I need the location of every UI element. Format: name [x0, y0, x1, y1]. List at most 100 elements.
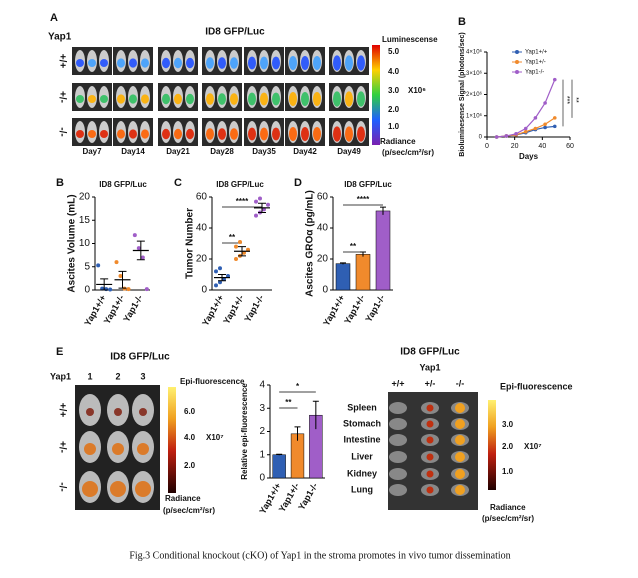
- y-tick-label: 4×10⁶: [466, 49, 483, 56]
- y-tick-label: 20: [317, 254, 329, 265]
- scale-title: Epi-fluorescence: [500, 381, 573, 391]
- organ: [389, 484, 407, 496]
- y-tick-label: 20: [196, 254, 208, 265]
- y-tick-label: 20: [79, 192, 91, 203]
- signal: [162, 57, 170, 69]
- sig-label: **: [285, 398, 292, 407]
- day-label: Day35: [252, 147, 276, 156]
- point: [96, 263, 101, 268]
- scale-tick: 2.0: [388, 105, 400, 114]
- error-bar: [136, 240, 145, 261]
- signal: [260, 92, 268, 106]
- signal: [110, 481, 126, 497]
- y-axis-label: Relative epi-fluorescence: [240, 383, 249, 480]
- y-axis-label: Ascites Volume (mL): [67, 194, 78, 292]
- signal: [206, 128, 214, 140]
- y-tick-label: 0: [322, 285, 328, 296]
- point: [514, 132, 518, 136]
- point: [552, 124, 557, 129]
- point: [552, 116, 557, 120]
- y-tick-label: 15: [79, 215, 91, 226]
- legend-label: Yap1+/+: [525, 50, 548, 56]
- radiance: Radiance: [490, 503, 526, 512]
- radiance: Radiance: [165, 494, 201, 503]
- point: [238, 239, 242, 244]
- signal: [88, 95, 96, 103]
- x-tick-label: Yap1+/+: [200, 293, 226, 327]
- point: [258, 196, 262, 201]
- y-tick-label: 60: [317, 192, 329, 203]
- sig-label: ****: [236, 197, 249, 206]
- column-label: +/-: [425, 378, 436, 388]
- panel-title: ID8 GFP/Luc: [205, 27, 265, 38]
- point: [234, 257, 238, 261]
- scale-tick: 6.0: [184, 407, 196, 416]
- organ: [389, 418, 407, 430]
- gene-label: Yap1: [50, 371, 71, 381]
- point: [254, 213, 258, 218]
- organ: [389, 402, 407, 414]
- signal: [272, 127, 280, 141]
- point: [140, 255, 145, 260]
- signal: [76, 130, 84, 138]
- signal: [357, 126, 365, 142]
- colorbar: [168, 387, 176, 493]
- signal: [248, 92, 256, 106]
- bar: [355, 254, 371, 291]
- y-tick-label: 60: [196, 192, 208, 203]
- row-label: -/-: [56, 127, 67, 136]
- signal: [137, 443, 149, 455]
- caption: Fig.3 Conditional knockout (cKO) of Yap1…: [129, 550, 510, 561]
- panel-letter: C: [174, 177, 182, 189]
- signal: [289, 56, 297, 70]
- organ-label: Liver: [351, 451, 373, 461]
- panel-letter: B: [56, 177, 64, 189]
- organ-label: Stomach: [343, 418, 381, 428]
- scale-unit: X10⁷: [524, 442, 542, 451]
- signal: [100, 130, 108, 138]
- gene-label: Yap1: [419, 362, 440, 372]
- signal: [76, 59, 84, 67]
- signal: [82, 481, 98, 497]
- scale-tick: 4.0: [184, 433, 196, 442]
- signal: [455, 403, 465, 413]
- signal: [248, 127, 256, 141]
- point: [218, 266, 222, 271]
- point: [533, 126, 538, 131]
- point: [494, 135, 499, 139]
- radiance-unit: (p/sec/cm²/sr): [382, 148, 434, 157]
- signal: [333, 91, 341, 107]
- sig-label: ****: [357, 195, 370, 204]
- legend-label: Yap1+/-: [525, 60, 546, 66]
- signal: [345, 91, 353, 107]
- signal: [100, 95, 108, 103]
- mouse-label: 1: [87, 371, 92, 381]
- x-tick-label: 20: [511, 143, 519, 150]
- signal: [301, 56, 309, 70]
- signal: [117, 58, 125, 68]
- row-label: +/-: [56, 441, 67, 453]
- y-tick-label: 2×10⁶: [466, 91, 483, 98]
- error-bar: [238, 246, 246, 257]
- signal: [230, 57, 238, 69]
- signal: [272, 56, 280, 70]
- y-tick-label: 1: [259, 449, 265, 460]
- error-bar: [360, 251, 366, 257]
- y-tick-label: 40: [317, 223, 329, 234]
- point: [266, 202, 270, 207]
- scale-tick: 1.0: [502, 467, 514, 476]
- point: [234, 244, 238, 249]
- signal: [426, 420, 434, 428]
- scale-tick: 1.0: [388, 122, 400, 131]
- day-label: Day21: [166, 147, 190, 156]
- signal: [345, 55, 353, 71]
- point: [552, 77, 557, 82]
- point: [214, 283, 218, 288]
- chart-title: ID8 GFP/Luc: [99, 180, 147, 189]
- signal: [455, 435, 465, 445]
- panel-letter: B: [458, 16, 466, 28]
- signal: [218, 128, 226, 140]
- signal: [135, 481, 151, 497]
- error-bar: [258, 202, 266, 213]
